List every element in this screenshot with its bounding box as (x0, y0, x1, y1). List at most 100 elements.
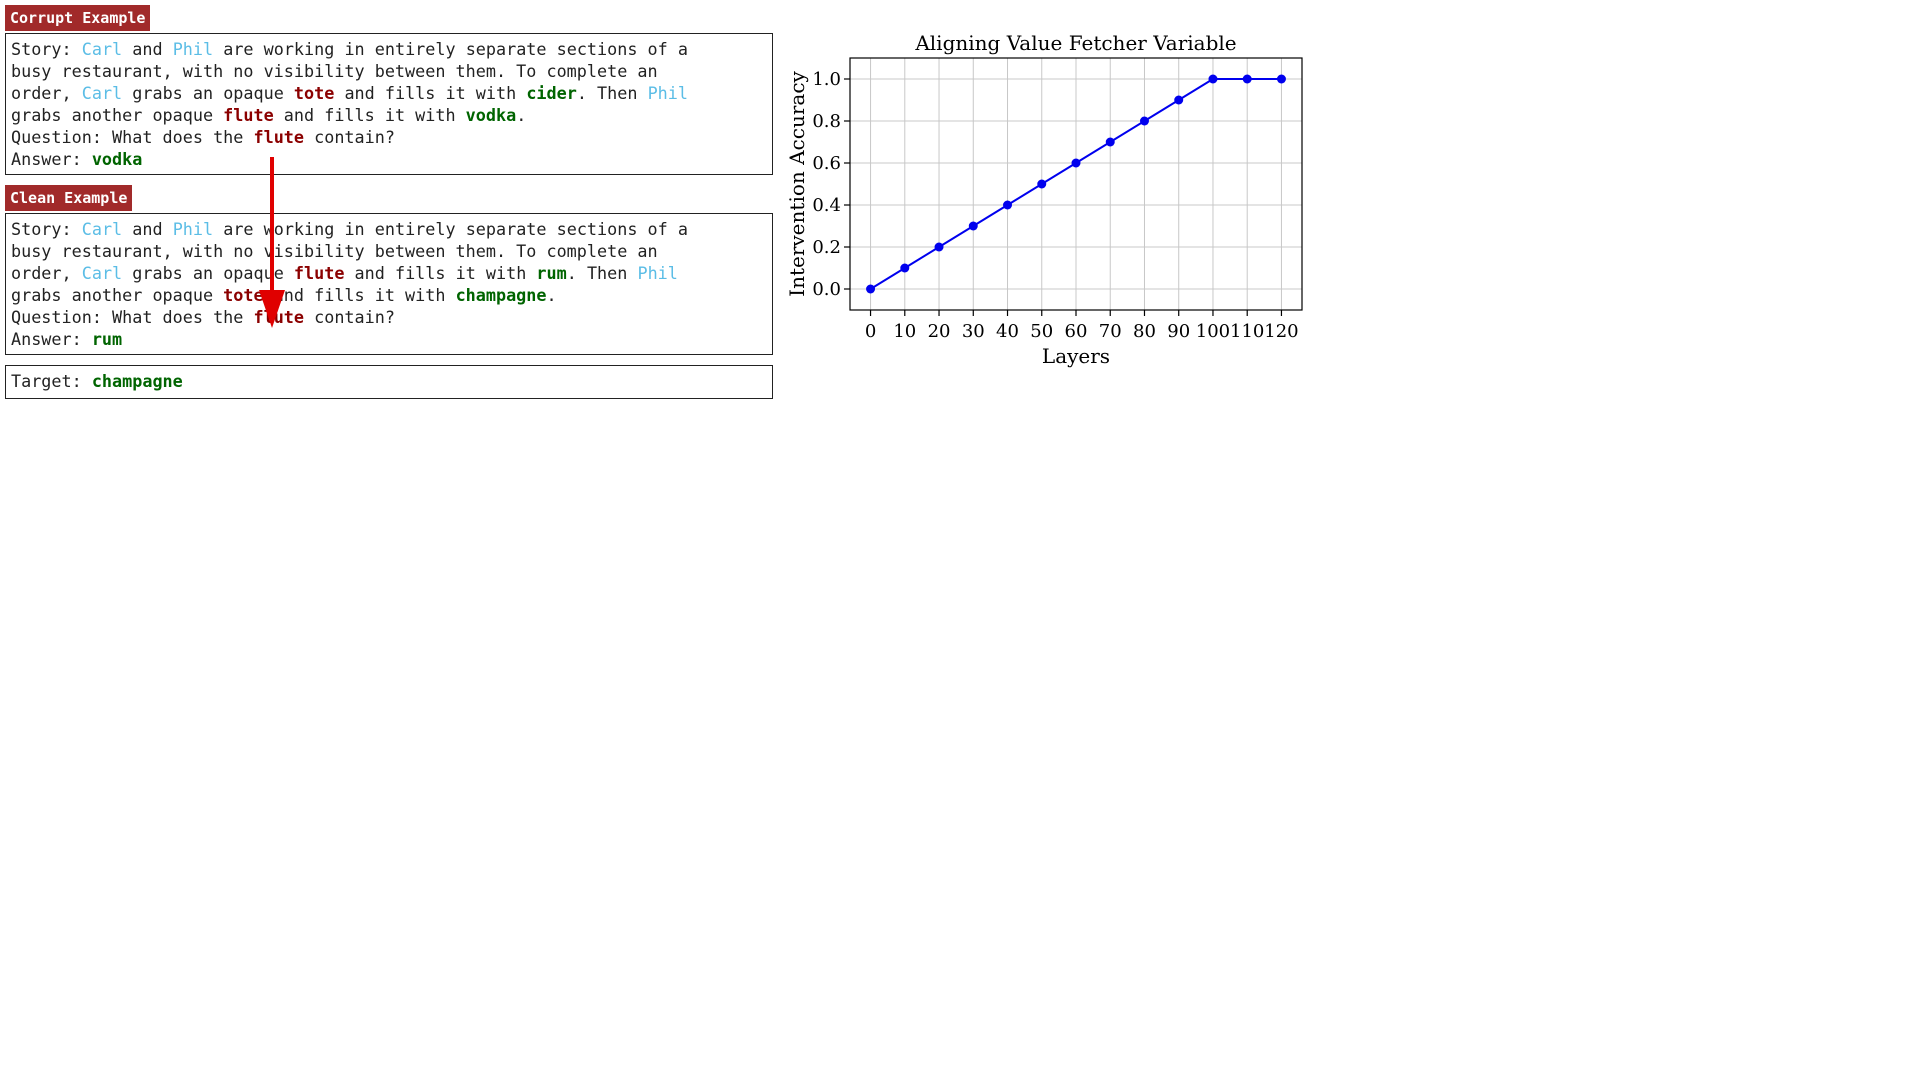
data-point (934, 242, 944, 252)
character-name: Carl (81, 263, 123, 283)
text-segment: are working in entirely separate section… (213, 39, 688, 59)
text-segment: contain? (304, 127, 395, 147)
data-point (1174, 95, 1184, 105)
text-segment: busy restaurant, with no visibility betw… (11, 61, 658, 81)
text-segment: Answer: (11, 149, 92, 169)
container-word: flute (253, 127, 305, 147)
text-segment: and (122, 39, 173, 59)
x-tick-label: 80 (1133, 321, 1156, 342)
character-name: Carl (81, 39, 123, 59)
corrupt-text-line: Question: What does the flute contain? (11, 126, 767, 148)
x-tick-label: 0 (865, 321, 876, 342)
container-word: tote (223, 285, 264, 305)
data-point (968, 221, 978, 231)
text-segment: Story: (11, 39, 82, 59)
drink-word: rum (91, 329, 123, 349)
x-tick-label: 60 (1065, 321, 1088, 342)
text-segment: order, (11, 263, 82, 283)
corrupt-text-line: busy restaurant, with no visibility betw… (11, 60, 767, 82)
text-segment: Question: What does the (11, 127, 254, 147)
data-point (1037, 179, 1047, 189)
data-point (1003, 200, 1013, 210)
text-segment: and (122, 219, 173, 239)
x-tick-label: 40 (996, 321, 1019, 342)
text-segment: Story: (11, 219, 82, 239)
text-segment: grabs an opaque (122, 263, 294, 283)
character-name: Phil (637, 263, 678, 283)
text-segment: Question: What does the (11, 307, 254, 327)
x-axis-label: Layers (1042, 344, 1110, 368)
y-tick-label: 0.4 (812, 195, 841, 216)
data-point (900, 263, 910, 273)
corrupt-text-line: grabs another opaque flute and fills it … (11, 104, 767, 126)
x-tick-label: 100 (1196, 321, 1230, 342)
text-segment: Answer: (11, 329, 92, 349)
text-segment: grabs an opaque (122, 83, 294, 103)
clean-text-line: Answer: rum (11, 328, 767, 350)
text-segment: contain? (304, 307, 395, 327)
chart-series (866, 74, 1286, 294)
text-segment: are working in entirely separate section… (213, 219, 688, 239)
container-word: flute (253, 307, 305, 327)
clean-text-line: order, Carl grabs an opaque flute and fi… (11, 262, 767, 284)
x-tick-label: 110 (1230, 321, 1264, 342)
text-segment: and fills it with (344, 263, 537, 283)
line-chart: Aligning Value Fetcher Variable 0 10 20 30 4… (785, 31, 1303, 368)
data-point (866, 284, 876, 294)
x-tick-label: 30 (962, 321, 985, 342)
text-segment: grabs another opaque (11, 285, 224, 305)
drink-word: vodka (465, 105, 517, 125)
chart-grid (850, 58, 1302, 310)
y-tick-label: 1.0 (812, 69, 841, 90)
text-segment: order, (11, 83, 82, 103)
corrupt-example-tag: Corrupt Example (5, 5, 151, 31)
clean-text-line: Story: Carl and Phil are working in enti… (11, 218, 767, 240)
character-name: Carl (81, 83, 123, 103)
text-segment: . Then (566, 263, 638, 283)
drink-word: vodka (91, 149, 143, 169)
x-tick-label: 50 (1030, 321, 1053, 342)
character-name: Phil (172, 219, 214, 239)
corrupt-example-box: Story: Carl and Phil are working in enti… (5, 33, 773, 175)
x-tick-label: 90 (1167, 321, 1190, 342)
chart-title: Aligning Value Fetcher Variable (914, 31, 1236, 55)
y-tick-label: 0.0 (812, 279, 841, 300)
clean-text-line: busy restaurant, with no visibility betw… (11, 240, 767, 262)
arrow-head (259, 290, 285, 328)
y-axis-label: Intervention Accuracy (785, 70, 809, 296)
corrupt-text-line: Story: Carl and Phil are working in enti… (11, 38, 767, 60)
character-name: Carl (81, 219, 123, 239)
character-name: Phil (647, 83, 688, 103)
clean-text-line: Question: What does the flute contain? (11, 306, 767, 328)
clean-example-box: Story: Carl and Phil are working in enti… (5, 213, 773, 355)
text-segment: grabs another opaque (11, 105, 224, 125)
chart-ticks: 0 10 20 30 40 50 60 70 80 90 100 110 120 0.0 0.2 0.4 0.6… (812, 69, 1298, 342)
data-point (1071, 158, 1081, 168)
text-segment: . Then (576, 83, 648, 103)
data-point (1139, 116, 1149, 126)
target-label: Target: (11, 371, 92, 391)
data-point (1276, 74, 1286, 84)
data-point (1208, 74, 1218, 84)
y-tick-label: 0.2 (812, 237, 841, 258)
clean-example-tag: Clean Example (5, 185, 133, 211)
y-tick-label: 0.6 (812, 153, 841, 174)
drink-word: champagne (455, 285, 547, 305)
y-tick-label: 0.8 (812, 111, 841, 132)
drink-word: cider (526, 83, 577, 103)
x-tick-label: 10 (893, 321, 916, 342)
drink-word: rum (536, 263, 567, 283)
text-segment: . (546, 285, 557, 305)
container-word: flute (293, 263, 345, 283)
x-tick-label: 70 (1099, 321, 1122, 342)
text-segment: . (516, 105, 527, 125)
x-tick-label: 20 (928, 321, 951, 342)
text-segment: and fills it with (334, 83, 527, 103)
corrupt-text-line: Answer: vodka (11, 148, 767, 170)
x-tick-label: 120 (1264, 321, 1298, 342)
corrupt-text-line: order, Carl grabs an opaque tote and fil… (11, 82, 767, 104)
container-word: flute (223, 105, 274, 125)
container-word: tote (293, 83, 335, 103)
patch-arrow (259, 157, 285, 328)
data-point (1105, 137, 1115, 147)
